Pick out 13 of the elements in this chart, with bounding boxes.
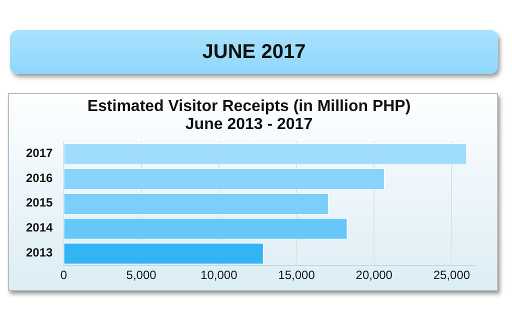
x-tick-label: 20,000 bbox=[356, 268, 393, 282]
y-tick-label: 2016 bbox=[26, 170, 54, 185]
x-tick-label: 15,000 bbox=[278, 268, 316, 282]
y-tick-label: 2015 bbox=[26, 196, 54, 210]
x-tick-label: 5,000 bbox=[126, 268, 157, 282]
y-tick-label: 2013 bbox=[26, 245, 54, 260]
x-tick-label: 10,000 bbox=[200, 268, 238, 282]
chart-title: JUNE 2017 bbox=[10, 30, 498, 74]
y-tick-label: 2017 bbox=[26, 146, 54, 160]
x-tick-label: 25,000 bbox=[433, 268, 470, 282]
x-tick-label: 0 bbox=[60, 268, 68, 282]
chart-subtitle: Estimated Visitor Receipts (in Million PHP) June 2013 - 2017 bbox=[87, 98, 411, 133]
y-tick-label: 2014 bbox=[26, 220, 54, 235]
